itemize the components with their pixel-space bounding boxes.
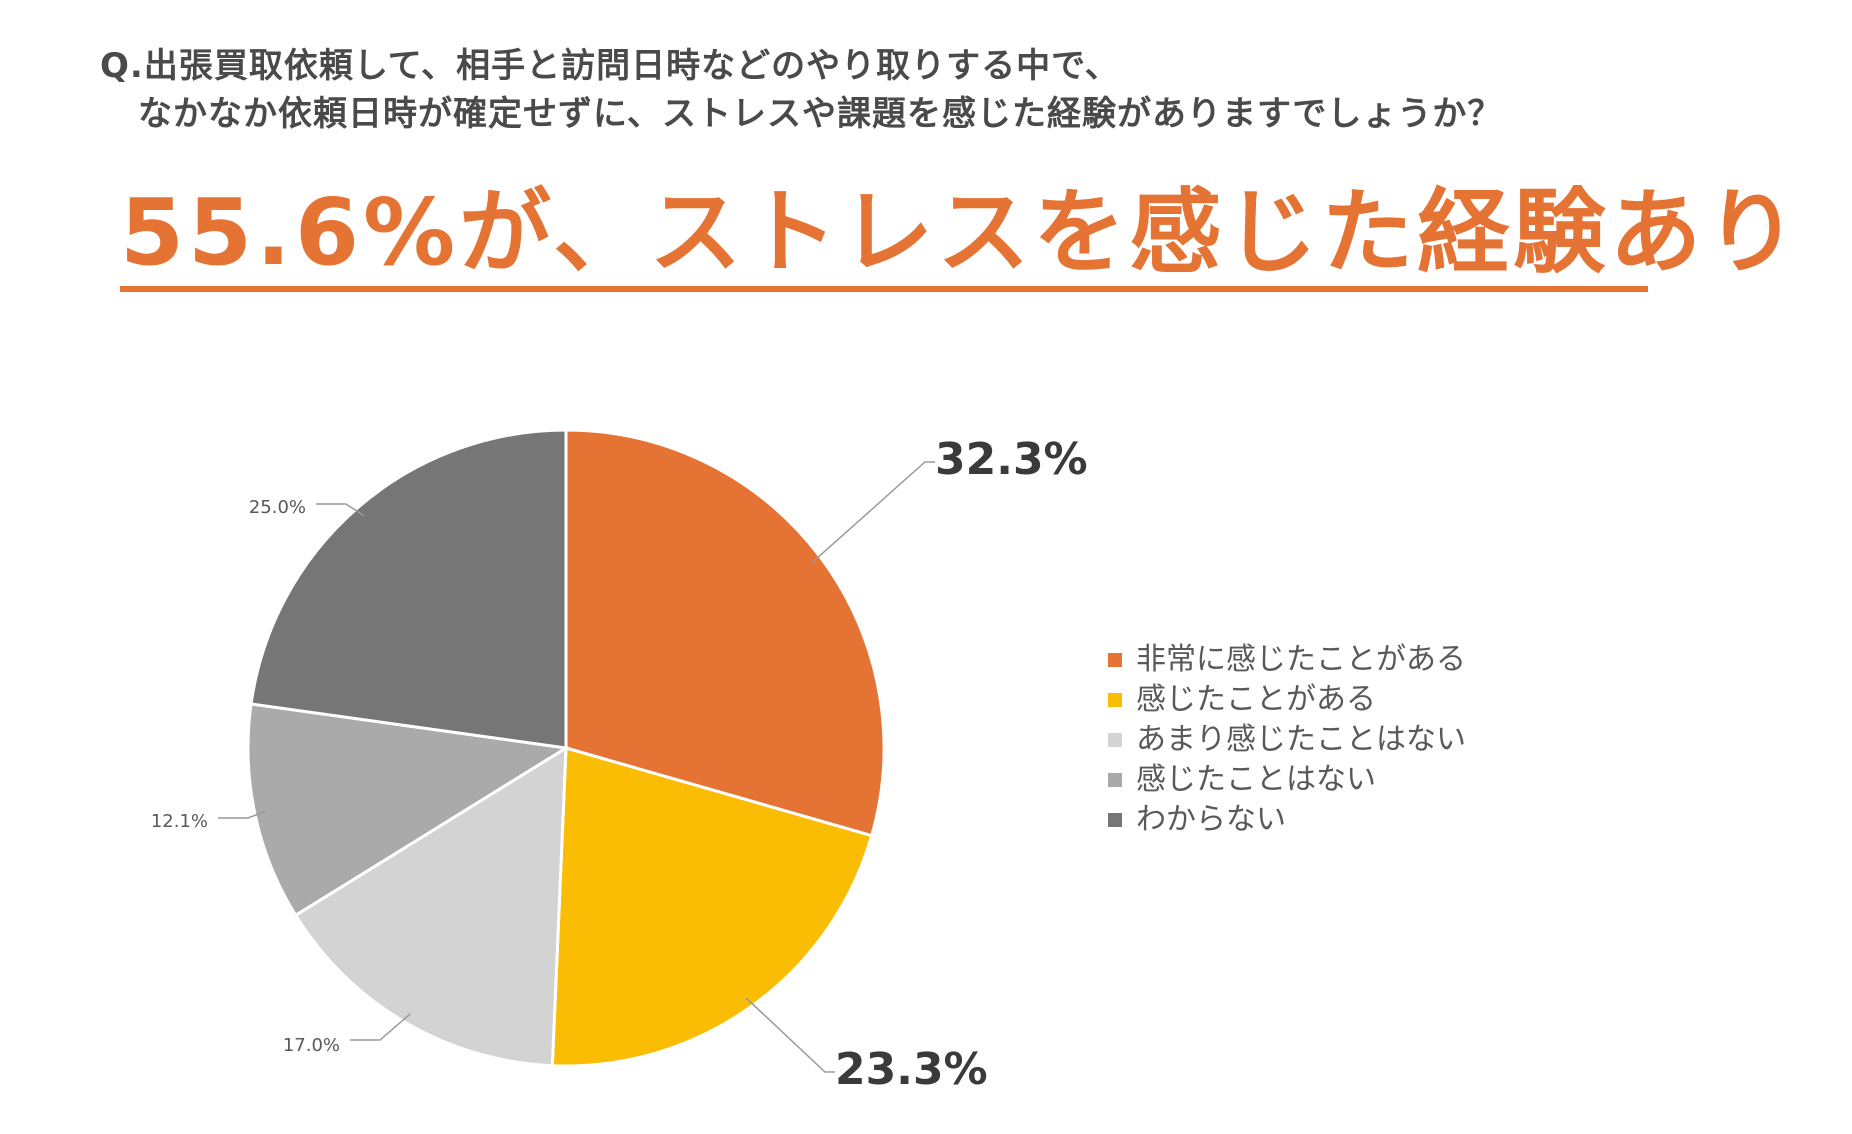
legend-swatch <box>1108 653 1122 667</box>
data-label-5: 25.0% <box>249 497 306 518</box>
question-line-2: なかなか依頼日時が確定せずに、ストレスや課題を感じた経験がありますでしょうか？ <box>138 94 1503 134</box>
headline-underline <box>120 286 1648 292</box>
question-line-1: Q.出張買取依頼して、相手と訪問日時などのやり取りする中で、 <box>100 46 1120 86</box>
legend-label: 感じたことがある <box>1136 682 1376 717</box>
leader-line-4 <box>218 810 265 819</box>
headline: 55.6%が、ストレスを感じた経験あり <box>120 179 1802 286</box>
legend-swatch <box>1108 733 1122 747</box>
chart-legend: 非常に感じたことがある 感じたことがあるあまり感じたことはない 感じたことはない わか… <box>1108 640 1466 840</box>
pie-slice-2 <box>550 746 874 1068</box>
pie-slice-1 <box>564 428 886 838</box>
legend-item-5: わからない <box>1108 800 1466 840</box>
survey-question: Q.出張買取依頼して、相手と訪問日時などのやり取りする中で、 なかなか依頼日時が… <box>100 42 1502 138</box>
legend-swatch <box>1108 773 1122 787</box>
data-label-3: 17.0% <box>283 1035 340 1056</box>
legend-item-1: 非常に感じたことがある <box>1108 640 1466 680</box>
legend-item-2: 感じたことがある <box>1108 680 1466 720</box>
label-leader-lines <box>218 461 935 1073</box>
pie-slices <box>246 428 886 1068</box>
legend-label: 非常に感じたことがある <box>1136 642 1466 677</box>
data-labels: 32.3% 23.3% 17.0% 12.1% 25.0% <box>151 434 1088 1095</box>
leader-line-3 <box>350 1013 411 1041</box>
legend-swatch <box>1108 813 1122 827</box>
legend-label: わからない <box>1136 802 1286 837</box>
legend-label: 感じたことはない <box>1136 762 1376 797</box>
pie-slice-5 <box>249 428 568 750</box>
legend-swatch <box>1108 693 1122 707</box>
data-label-1: 32.3% <box>935 434 1088 485</box>
legend-item-3: あまり感じたことはない <box>1108 720 1466 760</box>
data-label-4: 12.1% <box>151 811 208 832</box>
leader-line-1 <box>811 461 935 564</box>
legend-item-4: 感じたことはない <box>1108 760 1466 800</box>
legend-label: あまり感じたことはない <box>1136 722 1466 757</box>
data-label-2: 23.3% <box>835 1044 988 1095</box>
pie-slice-4 <box>246 702 571 918</box>
pie-slice-3 <box>293 745 568 1068</box>
leader-line-5 <box>316 503 365 517</box>
leader-line-2 <box>745 997 835 1073</box>
